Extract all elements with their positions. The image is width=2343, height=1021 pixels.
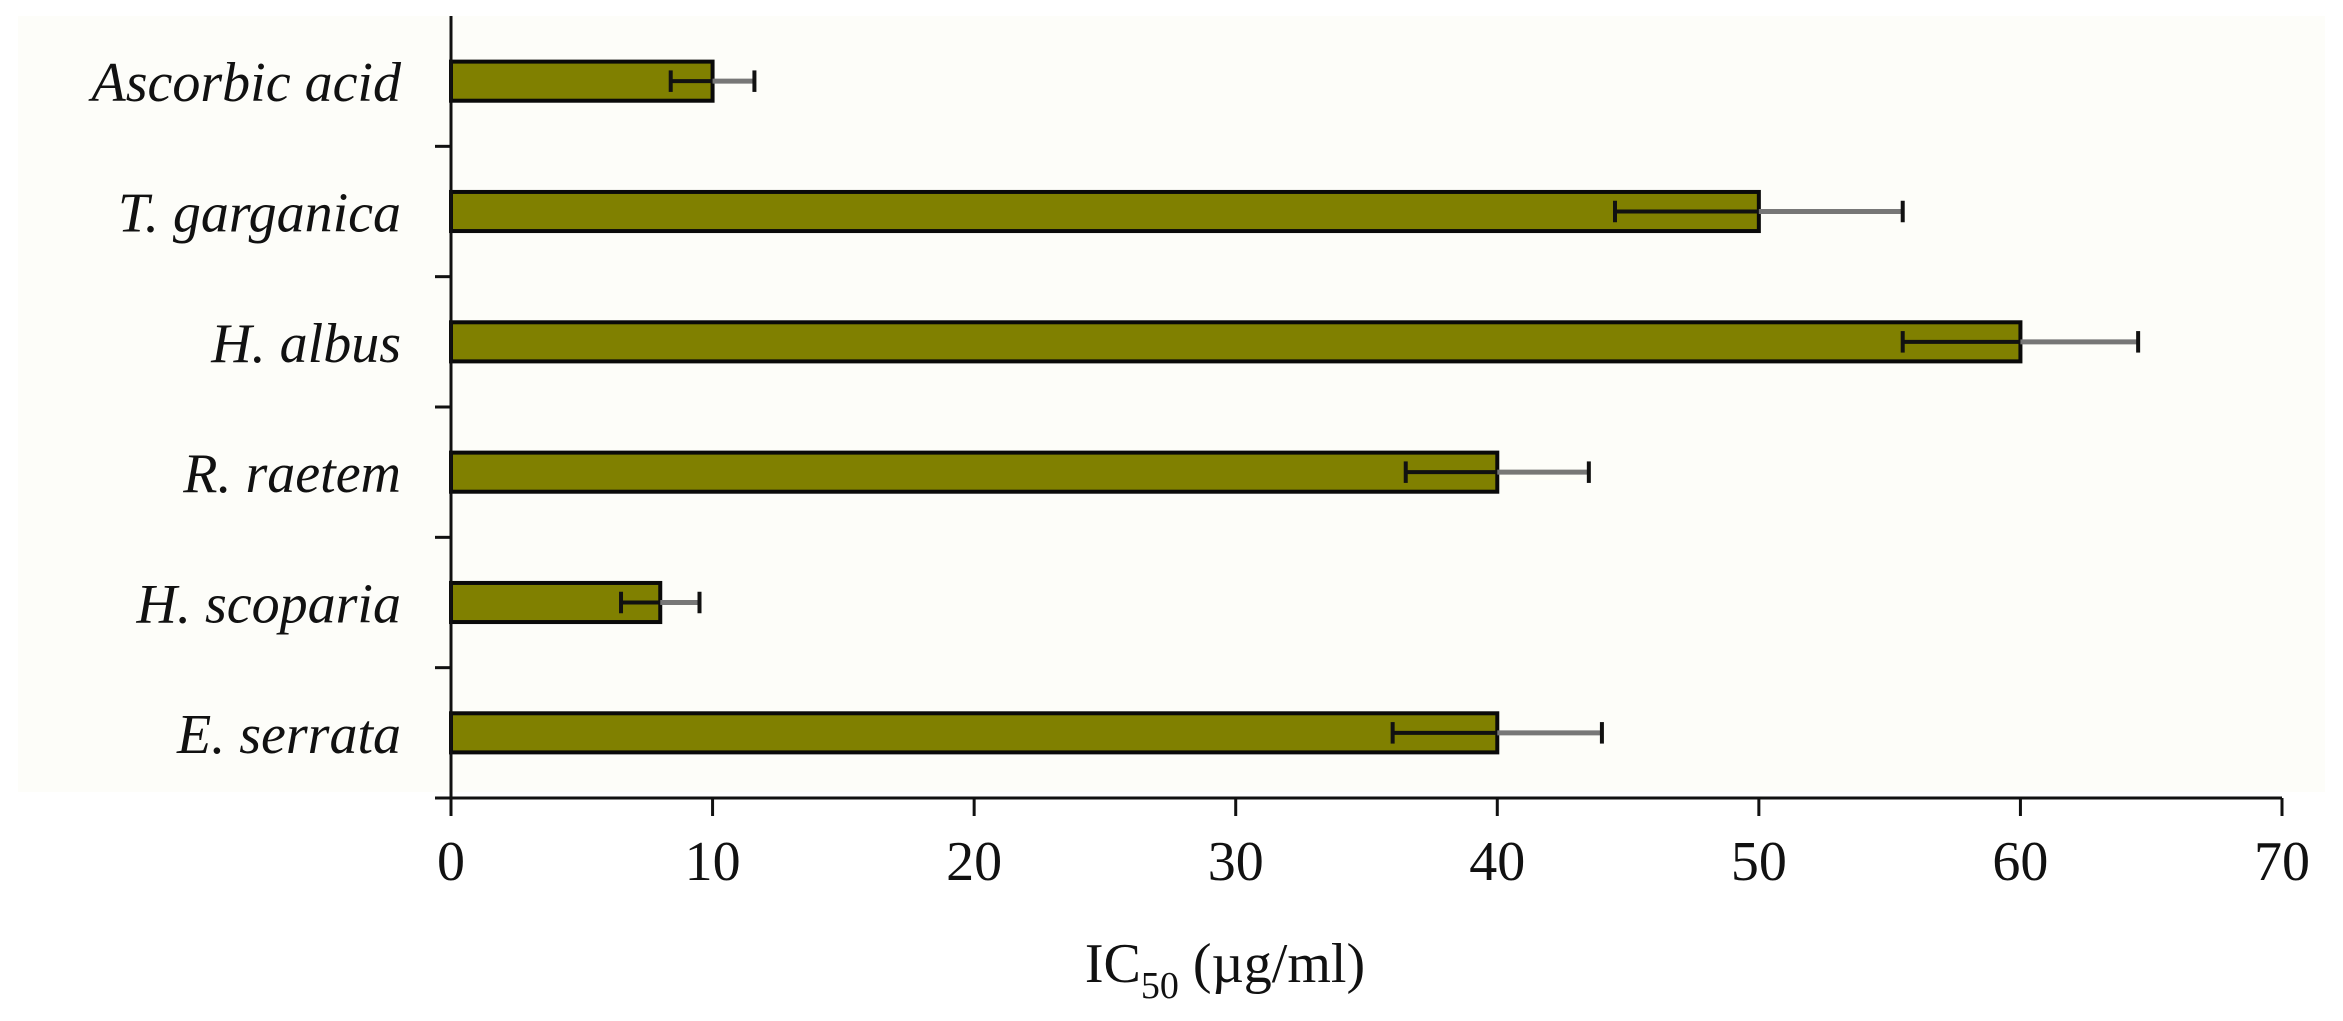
category-label-0: Ascorbic acid xyxy=(88,52,402,114)
x-tick-label-1: 10 xyxy=(685,831,741,893)
x-tick-label-3: 30 xyxy=(1208,831,1264,893)
x-axis-title-unit: (µg/ml) xyxy=(1179,933,1365,995)
error-bars-layer xyxy=(619,70,2141,744)
plot-background xyxy=(18,16,2325,792)
category-label-4: H. scoparia xyxy=(136,574,401,636)
category-label-2: H. albus xyxy=(210,313,401,375)
x-tick-label-0: 0 xyxy=(437,831,465,893)
bar-2 xyxy=(449,320,2023,364)
bar-3 xyxy=(449,450,1500,494)
x-tick-label-6: 60 xyxy=(1992,831,2048,893)
x-tick-label-2: 20 xyxy=(946,831,1002,893)
bar-5 xyxy=(449,711,1500,755)
x-axis-title-subscript: 50 xyxy=(1141,965,1179,1007)
x-tick-label-7: 70 xyxy=(2254,831,2310,893)
x-tick-label-5: 50 xyxy=(1731,831,1787,893)
x-axis-title-main: IC xyxy=(1085,933,1141,995)
category-label-1: T. garganica xyxy=(118,183,401,245)
bar-1 xyxy=(449,189,1761,234)
x-axis-title: IC50 (µg/ml) xyxy=(1085,933,1365,1007)
category-label-5: E. serrata xyxy=(176,704,401,766)
labels-layer: Ascorbic acid T. garganica H. albus R. raet… xyxy=(88,52,2310,893)
x-tick-label-4: 40 xyxy=(1469,831,1525,893)
category-label-3: R. raetem xyxy=(182,443,401,505)
axes-layer xyxy=(435,16,2284,816)
bars-layer xyxy=(449,59,2023,755)
